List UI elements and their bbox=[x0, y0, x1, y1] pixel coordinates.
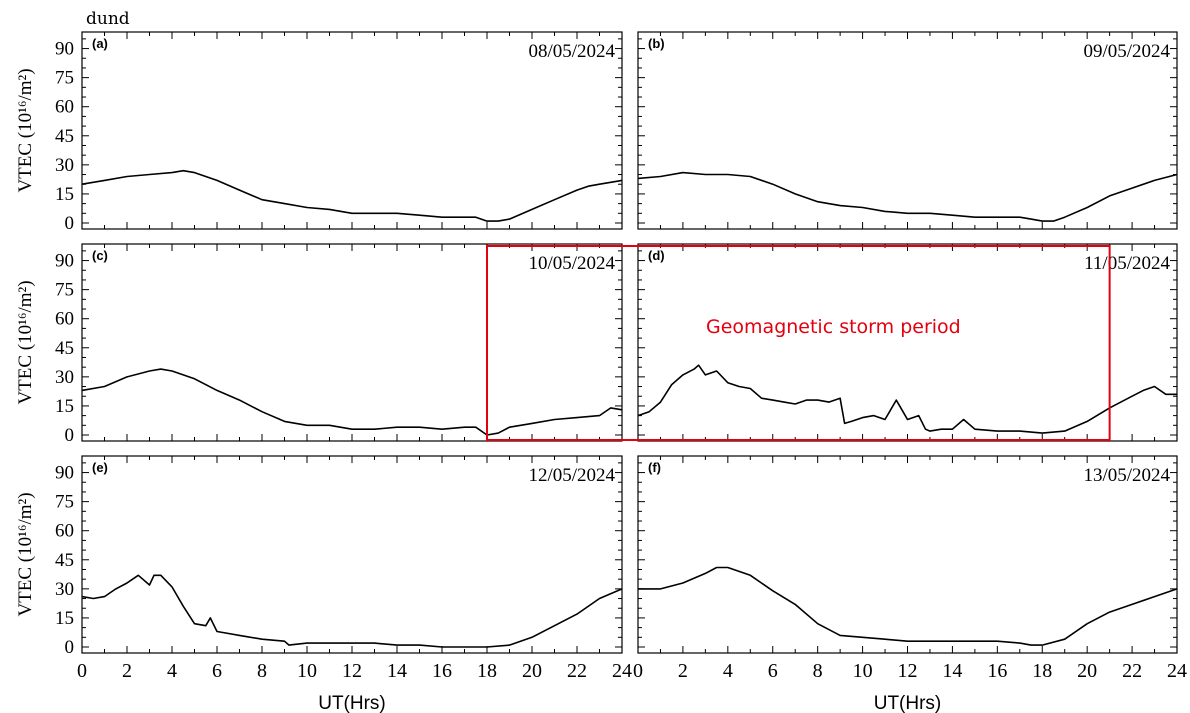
vtec-series-line bbox=[81, 169, 623, 222]
y-tick-label: 90 bbox=[55, 463, 74, 484]
y-axis-label: VTEC (10¹⁶/m²) bbox=[15, 280, 36, 404]
x-axis-label: UT(Hrs) bbox=[874, 693, 942, 713]
panel-letter: (f) bbox=[648, 460, 661, 475]
storm-period-label: Geomagnetic storm period bbox=[706, 316, 961, 338]
y-tick-label: 15 bbox=[55, 184, 74, 205]
y-tick-label: 90 bbox=[55, 251, 74, 272]
panels-layer: (a) 08/05/2024 (b) 09/05/2024(c) 10/05/2024(… bbox=[81, 31, 1178, 654]
y-tick-label: 0 bbox=[65, 637, 75, 658]
x-tick-label: 14 bbox=[387, 660, 407, 682]
vtec-series-line bbox=[638, 566, 1178, 646]
y-tick-label: 0 bbox=[65, 213, 75, 234]
vtec-series-line bbox=[637, 171, 1178, 222]
y-tick-label: 60 bbox=[55, 97, 74, 118]
x-tick-label: 20 bbox=[1077, 660, 1097, 682]
panel-date: 11/05/2024 bbox=[1084, 253, 1170, 274]
panel-date: 13/05/2024 bbox=[1083, 465, 1170, 486]
x-tick-label: 18 bbox=[477, 660, 497, 682]
panel-letter: (e) bbox=[92, 460, 108, 475]
y-tick-label: 75 bbox=[55, 68, 74, 89]
panel-date: 12/05/2024 bbox=[528, 465, 615, 486]
panel-f: (f) 13/05/2024 bbox=[637, 455, 1178, 654]
panel-b: (b) 09/05/2024 bbox=[637, 31, 1178, 230]
x-tick-label: 10 bbox=[853, 660, 873, 682]
x-tick-label: 2 bbox=[122, 660, 132, 682]
x-tick-label: 2 bbox=[678, 660, 688, 682]
y-axis-labels-layer: 0 15 30 45 60 75 90 VTEC (10¹⁶/m²) 0 15 30 45 60 75 90… bbox=[15, 39, 74, 658]
x-tick-label: 12 bbox=[342, 660, 362, 682]
x-tick-label: 6 bbox=[768, 660, 778, 682]
panel-date: 10/05/2024 bbox=[528, 253, 615, 274]
x-tick-label: 8 bbox=[813, 660, 823, 682]
x-tick-label: 22 bbox=[1122, 660, 1142, 682]
x-tick-label: 24 bbox=[612, 660, 632, 682]
x-tick-label: 12 bbox=[898, 660, 918, 682]
y-tick-label: 60 bbox=[55, 521, 74, 542]
panel-letter: (c) bbox=[92, 248, 108, 263]
x-tick-label: 22 bbox=[567, 660, 587, 682]
y-tick-label: 15 bbox=[55, 396, 74, 417]
panel-date: 08/05/2024 bbox=[528, 41, 615, 62]
panel-d: (d) 11/05/2024 bbox=[637, 243, 1178, 442]
y-tick-label: 0 bbox=[65, 425, 75, 446]
storm-period-box bbox=[486, 245, 1111, 441]
y-tick-label: 45 bbox=[55, 126, 74, 147]
x-tick-label: 18 bbox=[1032, 660, 1052, 682]
y-tick-label: 75 bbox=[55, 492, 74, 513]
x-tick-label: 16 bbox=[432, 660, 452, 682]
panel-letter: (a) bbox=[92, 36, 108, 51]
x-tick-label: 24 bbox=[1167, 660, 1187, 682]
x-tick-label: 8 bbox=[257, 660, 267, 682]
y-tick-label: 45 bbox=[55, 338, 74, 359]
x-tick-label: 4 bbox=[723, 660, 733, 682]
y-axis-label: VTEC (10¹⁶/m²) bbox=[15, 492, 36, 616]
vtec-series-line bbox=[81, 574, 623, 648]
y-tick-label: 30 bbox=[55, 367, 74, 388]
panel-letter: (b) bbox=[648, 36, 665, 51]
x-tick-label: 16 bbox=[987, 660, 1007, 682]
y-tick-label: 15 bbox=[55, 608, 74, 629]
y-tick-label: 75 bbox=[55, 280, 74, 301]
y-tick-label: 30 bbox=[55, 579, 74, 600]
panel-e: (e) 12/05/2024 bbox=[81, 455, 623, 654]
x-tick-label: 6 bbox=[212, 660, 222, 682]
panel-c: (c) 10/05/2024 bbox=[81, 243, 623, 442]
y-tick-label: 45 bbox=[55, 550, 74, 571]
panel-date: 09/05/2024 bbox=[1083, 41, 1170, 62]
y-tick-label: 60 bbox=[55, 309, 74, 330]
x-tick-label: 14 bbox=[942, 660, 962, 682]
y-tick-label: 30 bbox=[55, 155, 74, 176]
vtec-series-line bbox=[81, 368, 623, 436]
x-tick-label: 10 bbox=[297, 660, 317, 682]
panel-letter: (d) bbox=[648, 248, 665, 263]
x-tick-label: 20 bbox=[522, 660, 542, 682]
y-tick-label: 90 bbox=[55, 39, 74, 60]
x-axis-label: UT(Hrs) bbox=[318, 693, 386, 713]
y-axis-label: VTEC (10¹⁶/m²) bbox=[15, 68, 36, 192]
station-label: dund bbox=[86, 9, 130, 29]
x-tick-label: 0 bbox=[77, 660, 87, 682]
x-tick-label: 4 bbox=[167, 660, 177, 682]
x-tick-label: 0 bbox=[633, 660, 643, 682]
vtec-series-line bbox=[637, 364, 1177, 434]
panel-a: (a) 08/05/2024 bbox=[81, 31, 623, 230]
